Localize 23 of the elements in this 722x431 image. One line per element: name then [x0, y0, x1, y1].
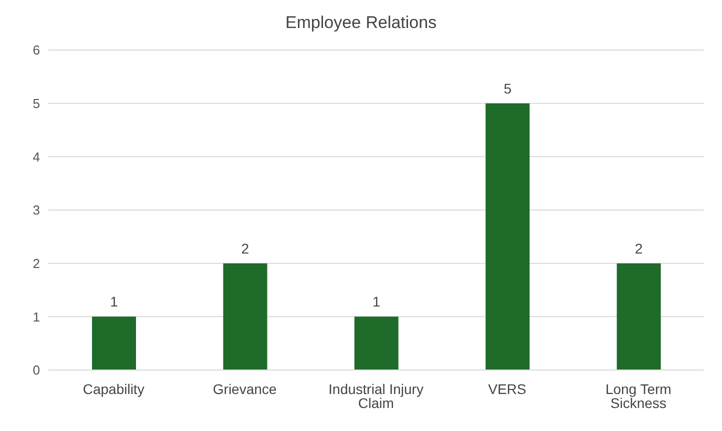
y-tick-label: 3 [32, 202, 40, 218]
chart-title: Employee Relations [284, 12, 438, 34]
x-tick-label: Industrial Injury Claim [328, 380, 424, 411]
bar [354, 316, 398, 370]
data-label: 5 [504, 80, 512, 96]
bar [486, 103, 530, 370]
x-tick-label: Grievance [212, 380, 277, 397]
x-tick-label: Long Term Sickness [605, 380, 672, 411]
y-tick-label: 0 [32, 362, 40, 378]
y-tick-label: 1 [32, 309, 40, 324]
data-label: 2 [241, 240, 250, 256]
bar [616, 263, 661, 370]
y-tick-label: 5 [32, 96, 40, 111]
x-tick-label: Capability [82, 380, 144, 397]
y-tick-label: 6 [32, 42, 40, 58]
data-label: 2 [634, 240, 643, 256]
data-label: 1 [110, 294, 118, 310]
y-tick-label: 2 [32, 256, 40, 271]
bar [92, 316, 136, 370]
data-label: 1 [372, 294, 380, 310]
x-tick-label: VERS [488, 380, 526, 397]
bar [223, 263, 268, 370]
y-tick-label: 4 [32, 149, 40, 164]
